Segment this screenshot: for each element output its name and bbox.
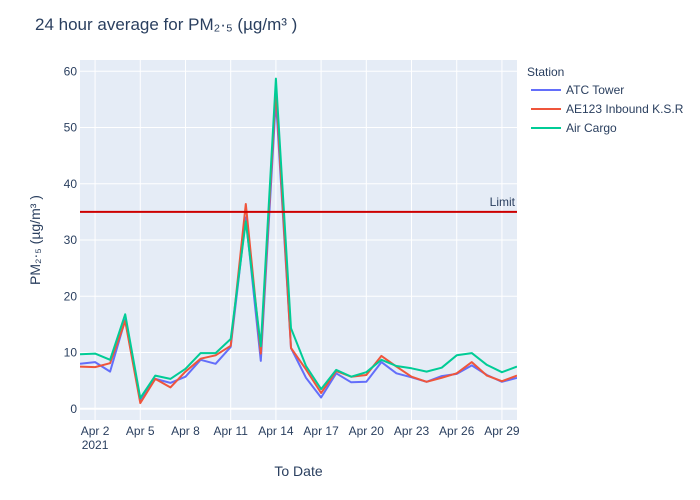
gridlines [80,60,517,420]
y-axis-ticks: 0 10 20 30 40 50 60 [64,64,78,416]
y-tick-label: 20 [64,289,78,303]
x-tick-label: Apr 20 [349,424,385,438]
chart-title: 24 hour average for PM₂·₅ (µg/m³ ) [35,15,297,34]
legend-label: AE123 Inbound K.S.R [566,102,684,116]
x-tick-label: Apr 29 [484,424,520,438]
y-tick-label: 60 [64,64,78,78]
y-tick-label: 10 [64,346,78,360]
x-tick-label: Apr 11 [213,424,248,438]
legend-label: ATC Tower [566,83,624,97]
y-tick-label: 0 [70,402,77,416]
y-tick-label: 50 [64,121,78,135]
y-tick-label: 40 [64,177,78,191]
y-tick-label: 30 [64,233,78,247]
limit-line-group: Limit [80,195,517,213]
series-line [80,87,517,405]
x-tick-label: Apr 8 [171,424,200,438]
y-axis-title: PM₂·₅ (µg/m³ ) [27,195,43,285]
x-tick-label: Apr 26 [439,424,475,438]
legend-label: Air Cargo [566,121,617,135]
x-tick-label: Apr 14 [258,424,294,438]
x-tick-label: Apr 23 [394,424,430,438]
x-tick-label: Apr 17 [303,424,339,438]
x-tick-label: Apr 5 [126,424,155,438]
x-tick-sublabel: 2021 [82,438,109,452]
series-line [80,77,517,400]
legend-title: Station [527,65,564,79]
series-lines [80,77,517,405]
x-tick-label: Apr 2 [81,424,110,438]
legend: Station ATC Tower AE123 Inbound K.S.R Air … [527,65,684,135]
x-axis-title: To Date [274,463,322,479]
limit-label: Limit [490,195,516,209]
